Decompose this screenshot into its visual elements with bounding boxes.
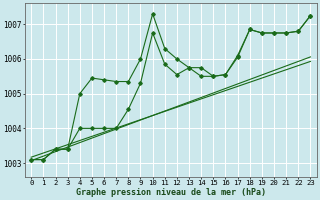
- X-axis label: Graphe pression niveau de la mer (hPa): Graphe pression niveau de la mer (hPa): [76, 188, 266, 197]
